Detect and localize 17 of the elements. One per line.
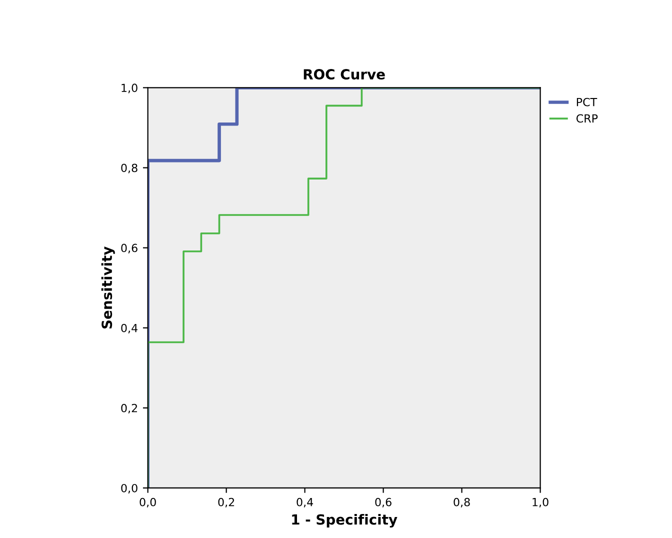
y-tick-label: 0,4	[121, 324, 138, 334]
legend-label: PCT	[576, 98, 598, 106]
x-tick-label: 0,4	[296, 498, 314, 508]
chart-title: ROC Curve	[304, 69, 385, 80]
y-tick-label: 0,0	[121, 484, 138, 494]
x-tick-label: 0,8	[454, 498, 470, 508]
y-axis-title: Sensitivity	[101, 246, 115, 328]
y-tick-label: 0,8	[121, 164, 138, 174]
x-tick-label: 1,0	[532, 498, 548, 508]
x-tick-label: 0,6	[375, 498, 392, 508]
x-tick-label: 0,0	[140, 498, 156, 508]
y-tick-label: 1,0	[122, 84, 138, 94]
x-axis-title: 1 - Specificity	[292, 514, 398, 528]
y-tick-label: 0,2	[121, 404, 138, 414]
x-tick-label: 0,2	[218, 498, 234, 508]
legend-label: CRP	[576, 114, 598, 123]
y-tick-label: 0,6	[121, 244, 138, 254]
